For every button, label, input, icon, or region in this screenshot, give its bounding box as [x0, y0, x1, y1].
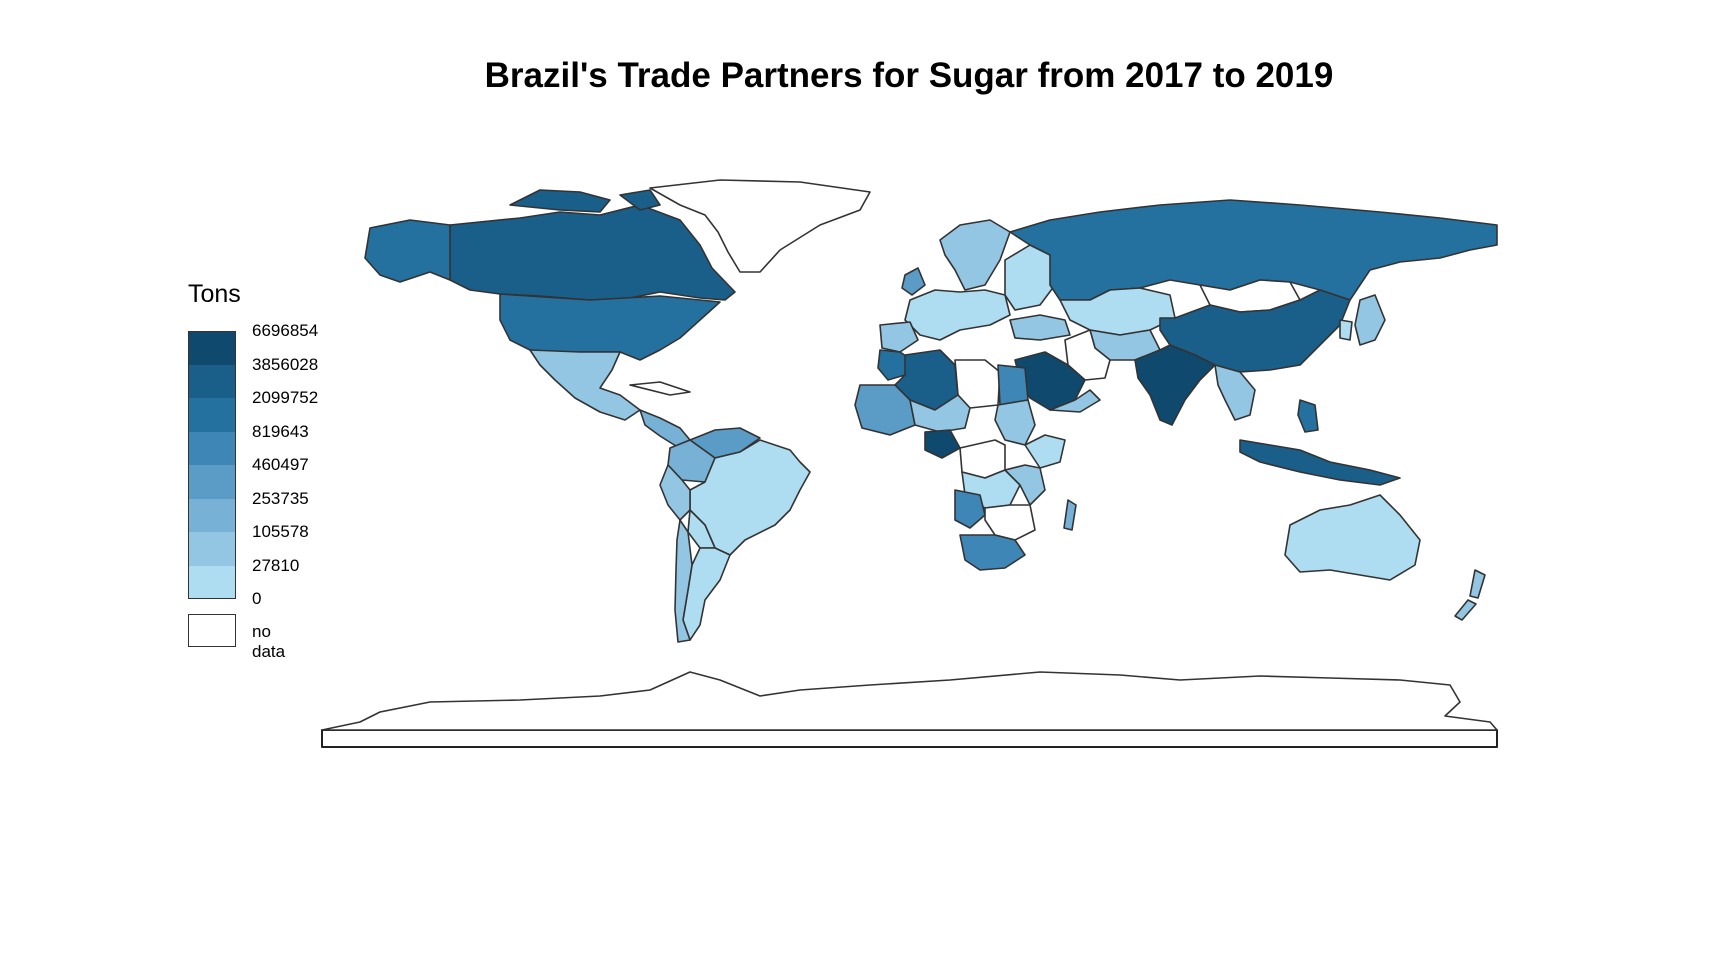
legend-swatch	[188, 532, 236, 566]
legend-tick-label: 0	[252, 589, 262, 608]
peru	[659, 464, 691, 521]
greenland	[649, 179, 871, 273]
usa	[499, 293, 721, 361]
chile	[674, 519, 693, 643]
legend-tick-label: 2099752	[252, 388, 319, 407]
mali-niger	[909, 394, 971, 433]
south-africa	[959, 534, 1026, 571]
western-europe	[904, 289, 1011, 341]
yemen-oman	[1049, 389, 1101, 413]
india	[1134, 344, 1216, 426]
legend-swatch	[188, 465, 236, 499]
ethiopia	[1024, 434, 1066, 469]
canada-islands	[509, 189, 661, 213]
eastern-europe	[1004, 244, 1056, 311]
central-america	[639, 409, 691, 447]
egypt	[997, 364, 1029, 406]
cuba	[629, 381, 691, 396]
antarctica	[321, 671, 1498, 731]
iberia	[879, 321, 919, 353]
scandinavia	[939, 219, 1011, 291]
philippines	[1297, 399, 1319, 433]
southeast-asia	[1214, 364, 1256, 421]
southern-africa	[984, 504, 1036, 541]
legend-swatch-frame	[188, 331, 236, 599]
legend-tick-label: 253735	[252, 488, 309, 508]
legend-swatch	[188, 331, 236, 365]
turkey	[1009, 314, 1071, 341]
legend-swatch	[188, 565, 236, 599]
legend-swatch	[188, 431, 236, 465]
sudan	[994, 399, 1036, 446]
alaska	[364, 219, 451, 283]
legend-swatch	[188, 498, 236, 532]
madagascar	[1063, 499, 1077, 531]
legend-tick-label: 105578	[252, 522, 309, 541]
mexico	[529, 349, 641, 421]
legend-no-data-label: no data	[252, 622, 286, 661]
angola	[954, 489, 986, 529]
legend-tick-label: 460497	[252, 455, 309, 474]
new-zealand	[1454, 569, 1486, 621]
map-frame	[321, 729, 1498, 748]
legend-tick-label: 819643	[252, 421, 309, 441]
west-africa	[854, 384, 916, 436]
east-africa	[1004, 464, 1046, 506]
legend-swatch	[188, 398, 236, 432]
nigeria	[924, 429, 961, 459]
uk	[901, 267, 926, 296]
legend-swatch	[188, 364, 236, 398]
legend-tick-label: 3856028	[252, 354, 319, 374]
korea	[1339, 319, 1353, 341]
australia	[1284, 494, 1421, 581]
map-title: Brazil's Trade Partners for Sugar from 2…	[484, 56, 1334, 95]
legend-title: Tons	[188, 280, 241, 308]
malaysia-indonesia	[1239, 439, 1401, 486]
legend-tick-label: 27810	[252, 555, 300, 575]
japan	[1354, 294, 1386, 346]
legend-tick-label: 6696854	[252, 321, 319, 340]
canada	[449, 204, 736, 301]
legend-no-data-swatch	[188, 614, 236, 647]
